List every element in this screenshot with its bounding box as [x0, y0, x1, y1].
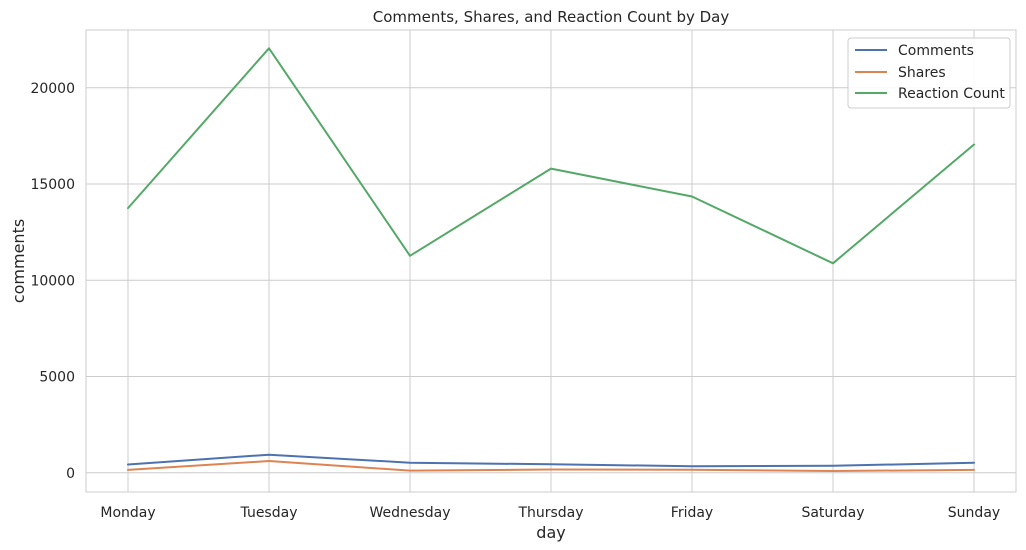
x-tick-label-tuesday: Tuesday — [240, 505, 298, 521]
legend-label-reaction-count: Reaction Count — [898, 86, 1005, 102]
x-tick-label-saturday: Saturday — [801, 505, 864, 521]
x-tick-label-monday: Monday — [100, 505, 155, 521]
x-tick-label-thursday: Thursday — [517, 505, 583, 521]
x-axis-label: day — [536, 523, 565, 542]
x-tick-label-friday: Friday — [671, 505, 713, 521]
chart-title: Comments, Shares, and Reaction Count by … — [373, 8, 730, 26]
legend-label-shares: Shares — [898, 65, 946, 81]
x-tick-label-sunday: Sunday — [948, 505, 1000, 521]
y-tick-label-0: 0 — [66, 466, 75, 482]
y-tick-label-5000: 5000 — [39, 370, 75, 386]
y-tick-label-15000: 15000 — [30, 177, 75, 193]
legend: Comments Shares Reaction Count — [848, 38, 1010, 108]
legend-label-comments: Comments — [898, 43, 974, 59]
y-axis-label: comments — [9, 219, 28, 303]
y-tick-label-10000: 10000 — [30, 273, 75, 289]
y-tick-label-20000: 20000 — [30, 81, 75, 97]
x-tick-label-wednesday: Wednesday — [369, 505, 450, 521]
